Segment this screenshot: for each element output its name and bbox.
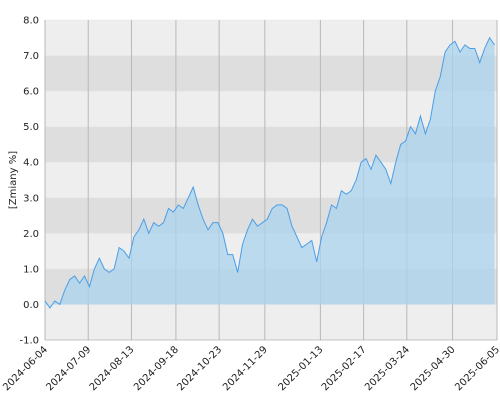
x-tick-label: 2024-10-23 [175,344,224,393]
y-tick-label: 1.0 [23,264,39,275]
band [45,55,497,92]
line [44,36,495,309]
x-tick-label: 2025-01-13 [277,344,326,393]
y-tick-label: 6.0 [23,87,39,98]
band [45,20,497,56]
band [45,304,497,340]
area [45,37,495,308]
x-tick-label: 2024-11-29 [221,344,270,393]
x-tick-label: 2025-04-30 [409,344,458,393]
x-tick-label: 2025-03-24 [363,344,412,393]
x-tick-label: 2025-06-05 [453,344,500,393]
y-axis-label: [Zmiany %] [8,151,19,209]
y-tick-label: 8.0 [23,16,39,27]
x-tick-label: 2024-07-09 [44,344,93,393]
y-tick-label: 0.0 [23,300,39,311]
y-tick-label: 4.0 [23,158,39,169]
x-tick-label: 2025-02-17 [320,344,369,393]
x-tick-label: 2024-08-13 [88,344,137,393]
x-tick-label: 2024-06-04 [1,344,50,393]
y-tick-label: 5.0 [23,122,39,133]
y-tick-label: 2.0 [23,229,39,240]
y-tick-label: 3.0 [23,193,39,204]
y-tick-label: -1.0 [19,336,39,347]
x-tick-label: 2024-09-18 [132,344,181,393]
y-tick-label: 7.0 [23,51,39,62]
